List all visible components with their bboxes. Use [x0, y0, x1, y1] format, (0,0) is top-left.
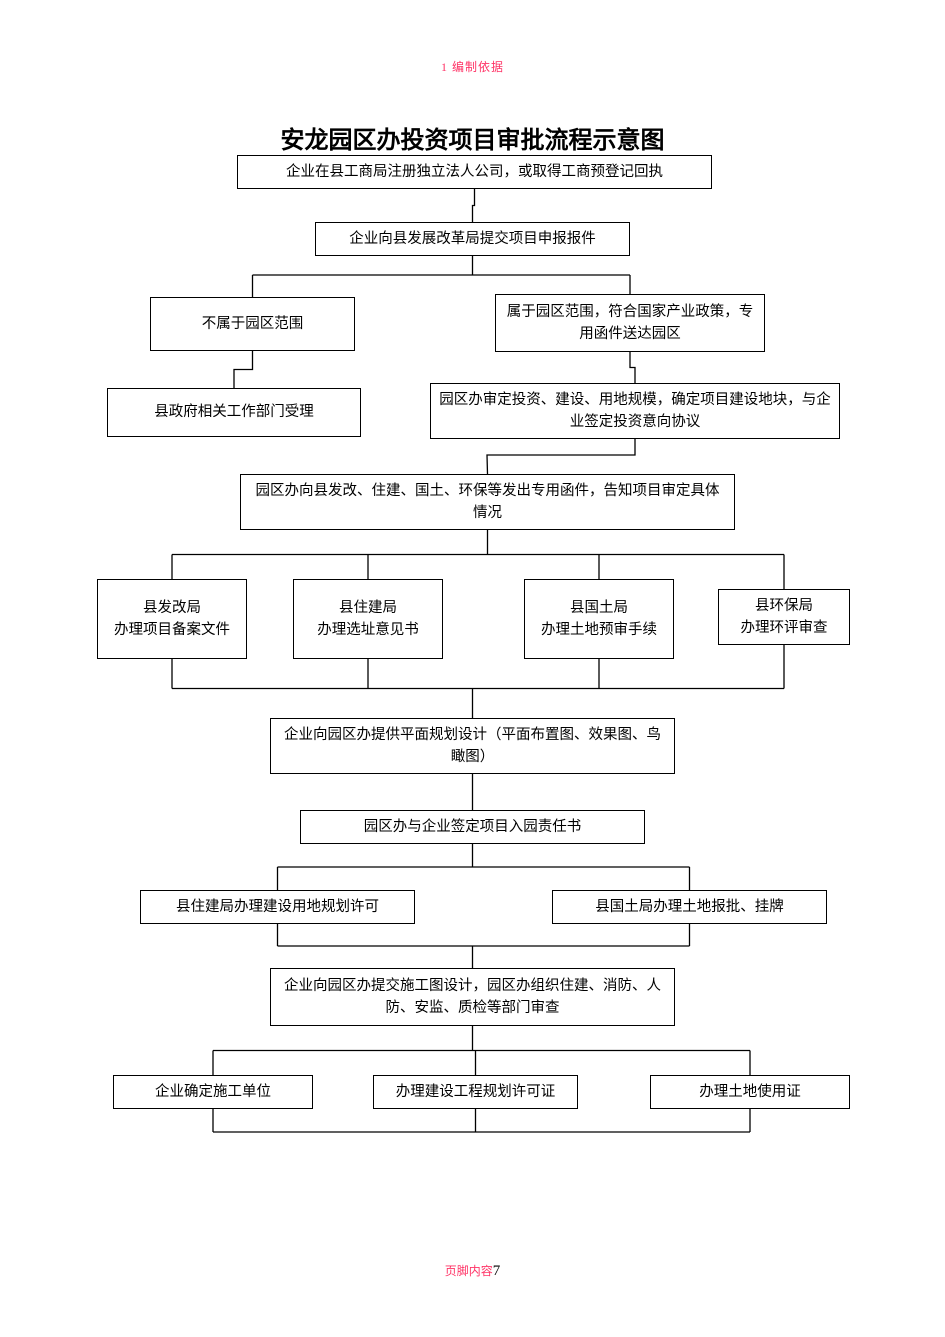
flowchart-node-n11b: 办理建设工程规划许可证 [373, 1075, 578, 1109]
page-number: 7 [493, 1263, 501, 1279]
node-label: 县环保局 办理环评审查 [741, 595, 828, 640]
node-label: 企业向园区办提供平面规划设计（平面布置图、效果图、鸟瞰图） [279, 724, 666, 769]
flowchart-node-n4r: 园区办审定投资、建设、用地规模，确定项目建设地块，与企业签定投资意向协议 [430, 383, 840, 439]
node-label: 企业向县发展改革局提交项目申报报件 [349, 228, 596, 250]
node-label: 园区办向县发改、住建、国土、环保等发出专用函件，告知项目审定具体情况 [249, 480, 726, 525]
node-label: 县国土局 办理土地预审手续 [541, 597, 657, 642]
flowchart-node-n6d: 县环保局 办理环评审查 [718, 589, 850, 645]
node-label: 不属于园区范围 [202, 313, 304, 335]
footer: 页脚内容7 [0, 1262, 945, 1280]
flowchart-connectors [0, 0, 945, 1337]
flowchart-node-n6b: 县住建局 办理选址意见书 [293, 579, 443, 659]
node-label: 园区办与企业签定项目入园责任书 [364, 816, 582, 838]
flowchart-node-n2: 企业向县发展改革局提交项目申报报件 [315, 222, 630, 256]
flowchart-node-n3r: 属于园区范围，符合国家产业政策，专用函件送达园区 [495, 294, 765, 352]
flowchart-node-n3l: 不属于园区范围 [150, 297, 355, 351]
flowchart-node-n9r: 县国土局办理土地报批、挂牌 [552, 890, 827, 924]
flowchart-node-n8: 园区办与企业签定项目入园责任书 [300, 810, 645, 844]
node-label: 县住建局 办理选址意见书 [317, 597, 419, 642]
node-label: 县住建局办理建设用地规划许可 [176, 896, 379, 918]
node-label: 企业向园区办提交施工图设计，园区办组织住建、消防、人防、安监、质检等部门审查 [279, 975, 666, 1020]
flowchart-node-n6a: 县发改局 办理项目备案文件 [97, 579, 247, 659]
diagram-title: 安龙园区办投资项目审批流程示意图 [0, 120, 945, 155]
node-label: 办理建设工程规划许可证 [396, 1081, 556, 1103]
flowchart-node-n9l: 县住建局办理建设用地规划许可 [140, 890, 415, 924]
flowchart-node-n5: 园区办向县发改、住建、国土、环保等发出专用函件，告知项目审定具体情况 [240, 474, 735, 530]
flowchart-node-n11c: 办理土地使用证 [650, 1075, 850, 1109]
node-label: 属于园区范围，符合国家产业政策，专用函件送达园区 [504, 301, 756, 346]
node-label: 办理土地使用证 [699, 1081, 801, 1103]
node-label: 县政府相关工作部门受理 [154, 401, 314, 423]
header-text: 1 编制依据 [0, 58, 945, 75]
node-label: 企业确定施工单位 [155, 1081, 271, 1103]
flowchart-node-n10: 企业向园区办提交施工图设计，园区办组织住建、消防、人防、安监、质检等部门审查 [270, 968, 675, 1026]
flowchart-node-n1: 企业在县工商局注册独立法人公司，或取得工商预登记回执 [237, 155, 712, 189]
node-label: 县国土局办理土地报批、挂牌 [595, 896, 784, 918]
flowchart-node-n11a: 企业确定施工单位 [113, 1075, 313, 1109]
node-label: 企业在县工商局注册独立法人公司，或取得工商预登记回执 [286, 161, 663, 183]
flowchart-node-n7: 企业向园区办提供平面规划设计（平面布置图、效果图、鸟瞰图） [270, 718, 675, 774]
node-label: 县发改局 办理项目备案文件 [114, 597, 230, 642]
node-label: 园区办审定投资、建设、用地规模，确定项目建设地块，与企业签定投资意向协议 [439, 389, 831, 434]
flowchart-node-n6c: 县国土局 办理土地预审手续 [524, 579, 674, 659]
flowchart-node-n4l: 县政府相关工作部门受理 [107, 388, 361, 437]
footer-text: 页脚内容 [445, 1264, 493, 1278]
